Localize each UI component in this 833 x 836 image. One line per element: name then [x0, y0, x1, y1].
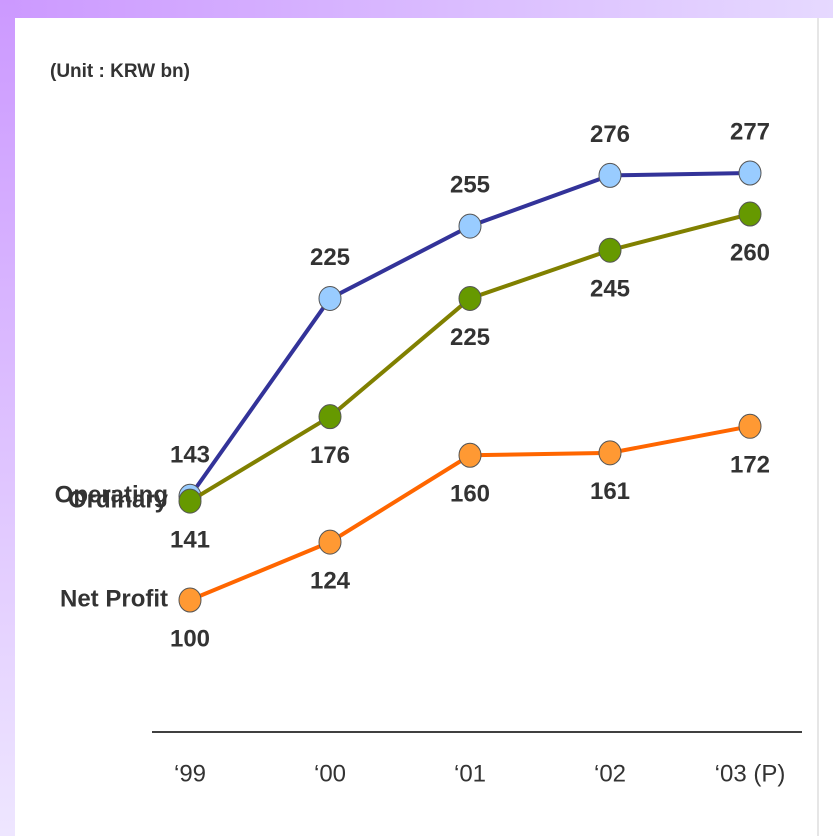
data-label: 276 — [590, 121, 630, 148]
x-tick-label: ‘02 — [594, 760, 626, 787]
data-label: 143 — [170, 442, 210, 469]
data-label: 172 — [730, 452, 770, 479]
data-label: 160 — [450, 481, 490, 508]
marker — [738, 413, 762, 439]
data-label: 100 — [170, 625, 210, 652]
marker — [598, 440, 622, 466]
marker — [178, 488, 202, 514]
x-tick-label: ‘99 — [174, 760, 206, 787]
series-name: Net Profit — [60, 585, 168, 612]
marker — [598, 162, 622, 188]
marker — [318, 529, 342, 555]
unit-note: (Unit : KRW bn) — [50, 61, 190, 82]
data-label: 245 — [590, 276, 630, 303]
data-label: 161 — [590, 478, 630, 505]
marker — [458, 285, 482, 311]
data-label: 176 — [310, 442, 350, 469]
left-band — [0, 0, 15, 836]
data-label: 141 — [170, 526, 210, 553]
marker — [318, 285, 342, 311]
marker — [738, 201, 762, 227]
data-label: 277 — [730, 118, 770, 145]
x-tick-label: ‘01 — [454, 760, 486, 787]
marker — [318, 404, 342, 430]
x-tick-label: ‘03 (P) — [715, 760, 786, 787]
marker — [178, 587, 202, 613]
marker — [598, 237, 622, 263]
series-name: Operating — [55, 482, 168, 509]
marker — [458, 442, 482, 468]
marker — [738, 160, 762, 186]
top-band — [0, 0, 833, 18]
marker — [458, 213, 482, 239]
data-label: 225 — [450, 324, 490, 351]
data-label: 225 — [310, 244, 350, 271]
data-label: 124 — [310, 567, 351, 594]
x-tick-label: ‘00 — [314, 760, 346, 787]
data-label: 260 — [730, 239, 770, 266]
series-name: Ordinary — [68, 486, 169, 513]
data-label: 255 — [450, 171, 490, 198]
